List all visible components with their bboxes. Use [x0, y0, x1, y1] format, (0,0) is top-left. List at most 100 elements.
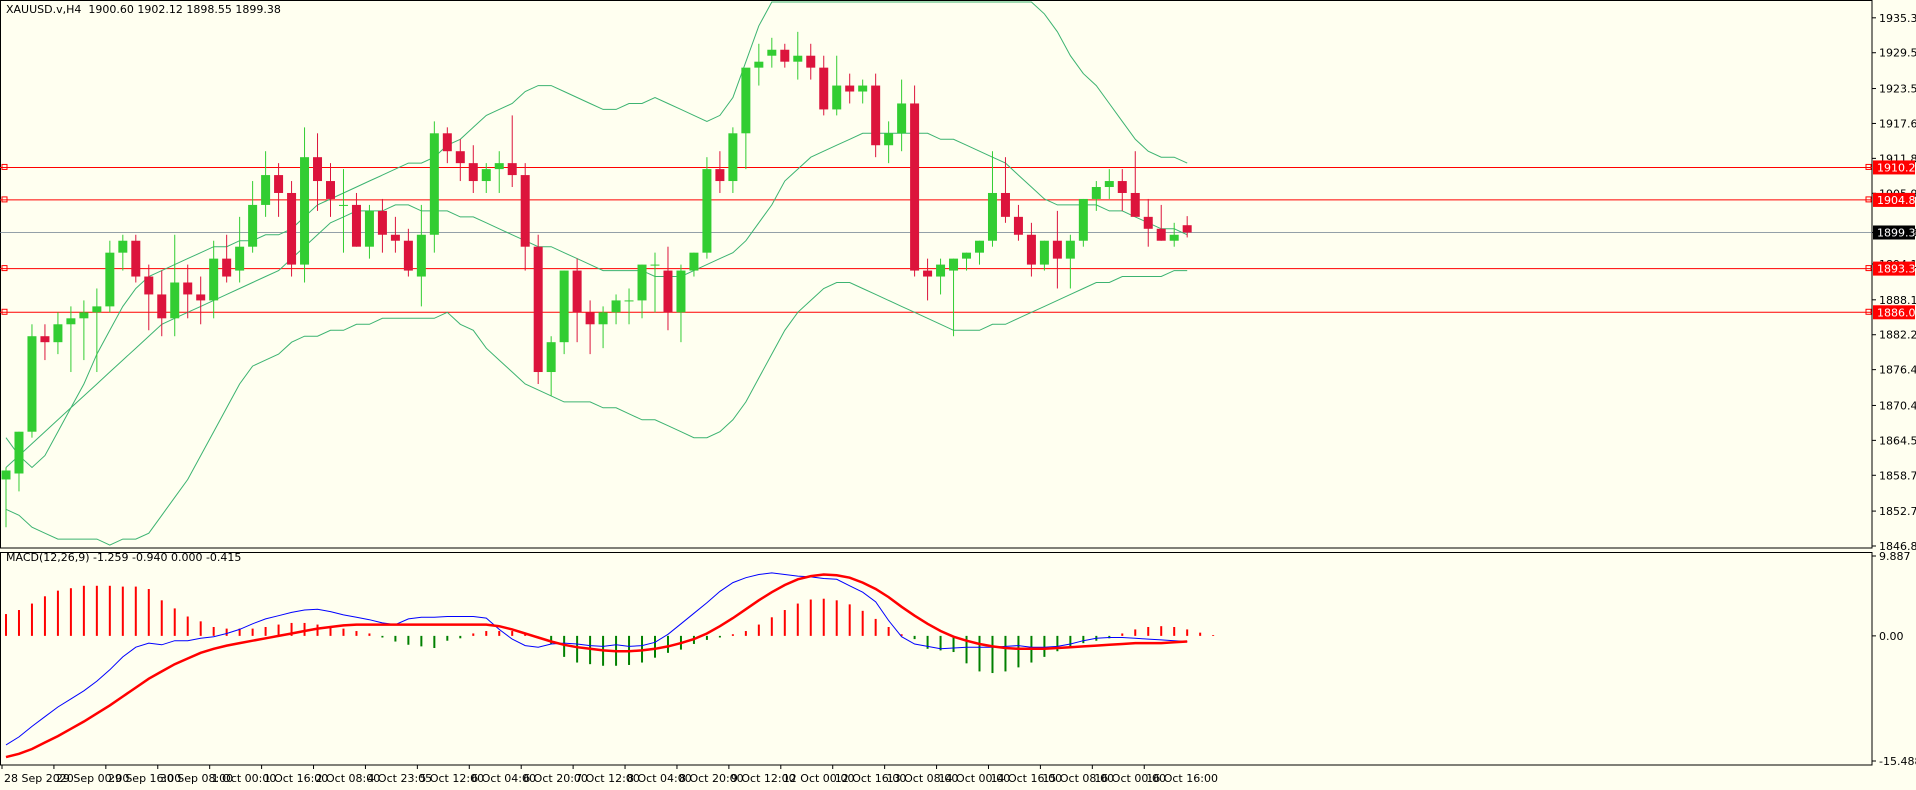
candle-bull	[79, 312, 89, 319]
level-handle	[1, 163, 8, 170]
price-tick-label: 1923.50	[1879, 83, 1916, 96]
candle-bull	[1091, 187, 1101, 199]
candle-bull	[300, 157, 310, 265]
time-tick-label: 9 Oct 12:00	[731, 772, 796, 785]
candle-bear	[1117, 181, 1127, 193]
candle-bull	[793, 55, 803, 62]
level-handle	[1865, 163, 1872, 170]
candle-bull	[248, 204, 258, 247]
time-tick-label: 13 Oct 08:00	[887, 772, 959, 785]
candle-bear	[157, 294, 167, 319]
candle-bear	[377, 210, 387, 235]
candle-bull	[637, 264, 647, 301]
macd-label: MACD(12,26,9) -1.259 -0.940 0.000 -0.415	[6, 551, 242, 564]
candle-bear	[1052, 240, 1062, 259]
time-tick-label: 14 Oct 16:00	[990, 772, 1062, 785]
candle-bear	[533, 246, 543, 373]
price-tick-label: 1846.85	[1879, 540, 1916, 553]
candle-bull	[494, 163, 504, 170]
macd-tick-label: 9.887	[1879, 550, 1911, 563]
price-tick-label: 1876.40	[1879, 364, 1916, 377]
candle-bull	[936, 264, 946, 277]
symbol-label: XAUUSD.v,H4	[6, 3, 82, 16]
level-handle	[1, 196, 8, 203]
bollinger-upper-band	[5, 1, 1188, 469]
candle-bull	[364, 210, 374, 247]
candle-bull	[767, 49, 777, 56]
candle-bear	[806, 55, 816, 68]
candle-bull	[624, 300, 634, 302]
candle-bear	[287, 192, 297, 265]
candle-bull	[1039, 240, 1049, 265]
price-pane[interactable]: 1935.351929.501923.501917.651911.801905.…	[0, 0, 1916, 554]
price-tick-label: 1888.10	[1879, 294, 1916, 307]
level-handle	[1865, 265, 1872, 272]
candle-bull	[481, 169, 491, 182]
candle-bull	[897, 103, 907, 134]
candle-bull	[754, 61, 764, 68]
candle-bear	[1156, 228, 1166, 241]
candle-bear	[131, 240, 141, 277]
bollinger-lower-band	[5, 270, 1188, 546]
candle-bull	[676, 270, 686, 313]
candle-bull	[338, 204, 348, 206]
candle-bull	[559, 270, 569, 343]
current-price-label: 1899.38	[1877, 226, 1916, 239]
candle-bear	[196, 294, 206, 301]
candle-bull	[728, 133, 738, 182]
candle-bear	[715, 169, 725, 182]
macd-signal-line	[5, 573, 1188, 759]
candle-bull	[14, 431, 24, 474]
price-tick-label: 1870.40	[1879, 399, 1916, 412]
ohlc-label: 1900.60 1902.12 1898.55 1899.38	[88, 3, 281, 16]
bollinger-middle-band	[5, 132, 1188, 468]
candle-bear	[1182, 225, 1192, 233]
time-tick-label: 6 Oct 04:00	[471, 772, 536, 785]
candle-bull	[832, 85, 842, 110]
candle-bear	[923, 270, 933, 277]
candle-bull	[92, 306, 102, 313]
level-price-label: 1893.33	[1877, 263, 1916, 276]
candle-bull	[650, 264, 660, 266]
macd-tick-label: 0.00	[1879, 630, 1904, 643]
time-tick-label: 16 Oct 16:00	[1146, 772, 1218, 785]
time-tick-label: 30 Sep 08:00	[160, 772, 233, 785]
candle-bull	[987, 192, 997, 241]
candle-bull	[689, 252, 699, 271]
candle-bull	[1104, 181, 1114, 188]
price-tick-label: 1929.50	[1879, 47, 1916, 60]
candle-bear	[351, 204, 361, 247]
candle-bull	[170, 282, 180, 319]
candle-bull	[741, 67, 751, 134]
level-handle	[1865, 196, 1872, 203]
price-tick-label: 1852.70	[1879, 505, 1916, 518]
time-tick-label: 29 Sep 00:00	[56, 772, 129, 785]
macd-pane[interactable]: 9.887 0.00 -15.488	[0, 550, 1916, 768]
time-tick-label: 28 Sep 2020	[4, 772, 74, 785]
candle-bull	[1169, 234, 1179, 241]
time-tick-label: 2 Oct 08:00	[316, 772, 381, 785]
time-tick-label: 8 Oct 20:00	[679, 772, 744, 785]
level-price-label: 1886.01	[1877, 306, 1916, 319]
macd-header: MACD(12,26,9) -1.259 -0.940 0.000 -0.415	[6, 551, 241, 564]
level-price-badge	[1873, 305, 1915, 320]
candle-bull	[209, 258, 219, 301]
candle-bear	[520, 175, 530, 247]
candle-bull	[1065, 240, 1075, 259]
candle-bear	[403, 240, 413, 271]
candle-bear	[40, 336, 50, 343]
price-tick-label: 1864.55	[1879, 434, 1916, 447]
candle-bull	[416, 234, 426, 277]
candle-bull	[118, 240, 128, 253]
candle-bull	[962, 252, 972, 259]
current-price-badge	[1873, 225, 1915, 240]
price-tick-label: 1935.35	[1879, 12, 1916, 25]
candle-bear	[144, 276, 154, 295]
time-tick-label: 1 Oct 16:00	[264, 772, 329, 785]
candle-bear	[1013, 216, 1023, 235]
price-tick-label: 1858.70	[1879, 469, 1916, 482]
macd-main-line	[5, 572, 1188, 746]
level-handle	[1865, 308, 1872, 315]
